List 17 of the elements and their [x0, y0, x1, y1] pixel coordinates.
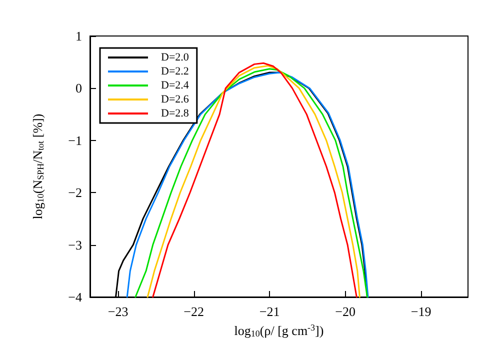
y-axis-title: log10(NSPH/Ntot [%]) — [30, 114, 46, 220]
y-tick-label: −2 — [68, 185, 82, 200]
legend-label: D=2.8 — [161, 108, 190, 120]
y-tick-label: −1 — [68, 132, 82, 148]
x-tick-label: −20 — [335, 304, 356, 319]
legend-label: D=2.2 — [161, 66, 189, 78]
y-tick-label: −4 — [68, 290, 82, 304]
x-tick-label: −19 — [410, 304, 432, 319]
y-tick-label: 0 — [76, 80, 82, 96]
x-tick-label: −22 — [184, 304, 204, 319]
y-tick-label: 1 — [76, 28, 82, 44]
x-tick-label: −23 — [108, 304, 128, 319]
legend-label: D=2.6 — [161, 94, 190, 106]
y-tick-label: −3 — [68, 237, 82, 252]
x-tick-label: −21 — [259, 304, 280, 319]
legend-label: D=2.4 — [161, 80, 190, 92]
legend-label: D=2.0 — [161, 52, 190, 64]
